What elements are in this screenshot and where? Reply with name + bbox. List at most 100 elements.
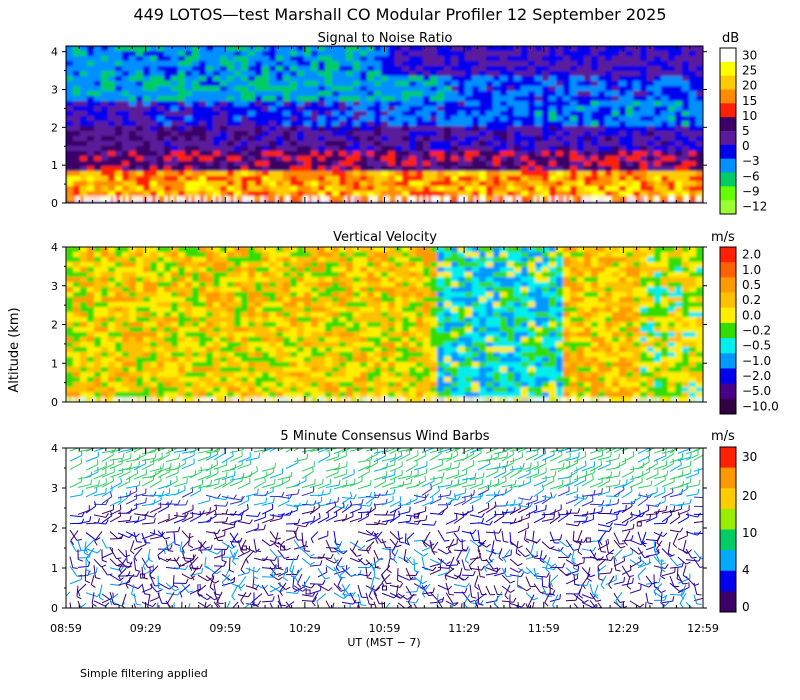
vv-cell [234, 362, 242, 368]
snr-cell [199, 171, 207, 177]
snr-cell [115, 176, 123, 182]
vv-cell [297, 287, 305, 293]
vv-cell [388, 342, 396, 348]
vv-cell [136, 302, 144, 308]
vv-cell [206, 247, 214, 253]
vv-cell [269, 252, 277, 258]
snr-cell [150, 126, 158, 132]
snr-cell [220, 111, 228, 117]
snr-cell [276, 86, 284, 92]
snr-cell [339, 106, 347, 112]
vv-cell [430, 377, 438, 383]
snr-cell [311, 71, 319, 77]
snr-cell [563, 51, 571, 57]
vv-cell [472, 312, 480, 318]
vv-cell [241, 247, 249, 253]
vv-cell [402, 332, 410, 338]
vv-cell [318, 262, 326, 268]
snr-cell [348, 196, 350, 203]
vv-cell [297, 262, 305, 268]
snr-cell [346, 171, 354, 177]
vv-cell [178, 272, 186, 278]
vv-cell [234, 337, 242, 343]
vv-cell [199, 302, 207, 308]
snr-cell [584, 101, 592, 107]
snr-cell [605, 76, 613, 82]
snr-cell [458, 151, 466, 157]
vv-cell [283, 347, 291, 353]
snr-cell [150, 106, 158, 112]
snr-cell [157, 71, 165, 77]
vv-cell [339, 297, 347, 303]
snr-cell [584, 91, 592, 97]
snr-cell [395, 46, 403, 52]
snr-cell [87, 131, 95, 137]
vv-cell [192, 367, 200, 373]
vv-cell [409, 247, 417, 253]
snr-cell [311, 181, 319, 187]
vv-cell [353, 392, 361, 398]
snr-cell [479, 106, 487, 112]
snr-cell [206, 76, 214, 82]
vv-cell [388, 297, 396, 303]
snr-cell [495, 196, 497, 203]
snr-cell [409, 61, 417, 67]
snr-cell [507, 176, 515, 182]
snr-cell [416, 161, 424, 167]
snr-cell [514, 136, 522, 142]
snr-cell [402, 161, 410, 167]
snr-cell [143, 176, 151, 182]
snr-cell [500, 116, 508, 122]
snr-cell [290, 191, 298, 197]
vv-cell [262, 332, 270, 338]
snr-cell [80, 126, 88, 132]
snr-cell [395, 71, 403, 77]
vv-cell [465, 372, 473, 378]
vv-cell [269, 367, 277, 373]
snr-cell [682, 81, 690, 87]
vv-cell [451, 367, 459, 373]
vv-cell [444, 302, 452, 308]
snr-cell [423, 121, 431, 127]
snr-cell [465, 151, 473, 157]
vv-cell [416, 352, 424, 358]
snr-cell [388, 161, 396, 167]
vv-cell [171, 337, 179, 343]
vv-cell [73, 297, 81, 303]
snr-cell [248, 131, 256, 137]
snr-cell [234, 186, 242, 192]
snr-cell [696, 196, 698, 203]
vv-cell [451, 377, 459, 383]
snr-cell [500, 51, 508, 57]
snr-cell [367, 86, 375, 92]
snr-cell [577, 56, 585, 62]
snr-cell [204, 196, 206, 203]
vv-cell [94, 267, 102, 273]
snr-cell [437, 141, 445, 147]
snr-cell [668, 171, 676, 177]
vv-cell [122, 292, 130, 298]
snr-heatmap-cells [66, 46, 703, 203]
snr-cell [332, 66, 340, 72]
vv-cell [374, 247, 382, 253]
vv-cell [213, 262, 221, 268]
vv-cell [395, 372, 403, 378]
snr-cell [535, 151, 543, 157]
snr-cell [332, 71, 340, 77]
snr-cell [73, 161, 81, 167]
snr-cell [346, 191, 354, 197]
snr-cell [297, 71, 305, 77]
y-tick-label: 1 [51, 159, 58, 172]
vv-cell [332, 362, 340, 368]
snr-cell [309, 196, 311, 203]
snr-cell [262, 81, 270, 87]
vv-cell [213, 392, 221, 398]
vv-cell [269, 392, 277, 398]
snr-cell [640, 171, 648, 177]
vv-cell [171, 307, 179, 313]
snr-cell [269, 116, 277, 122]
vv-cell [444, 387, 452, 393]
vv-cell [171, 272, 179, 278]
vv-cell [402, 312, 410, 318]
vv-cell [318, 382, 326, 388]
